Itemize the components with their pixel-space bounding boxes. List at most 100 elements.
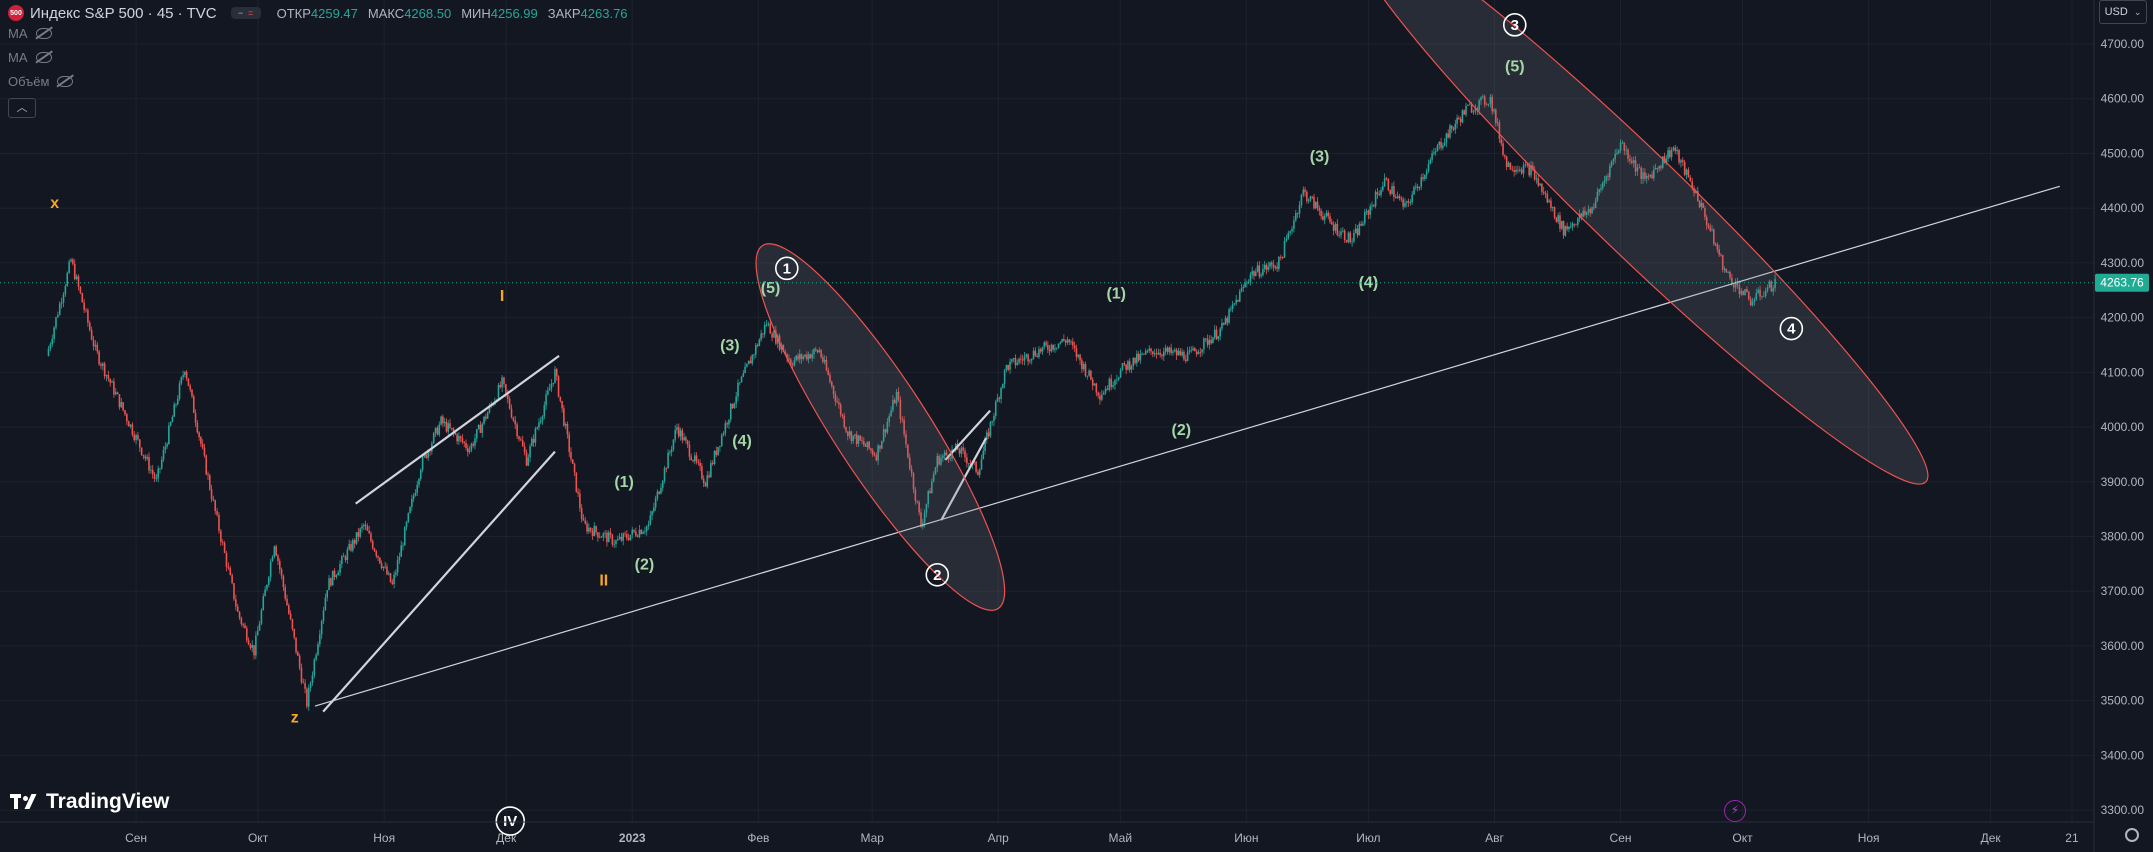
candle-body [425,454,428,458]
candle-body [1208,339,1211,345]
candle-body [1032,350,1035,359]
candle-body [811,354,814,359]
legend-toggle-button[interactable]: − = [230,7,261,19]
currency-button[interactable]: USD ⌄ [2099,0,2147,24]
candle-body [616,539,619,541]
candle-body [1291,228,1293,232]
candle-body [942,455,944,459]
candle-body [962,447,964,451]
candle-body [1524,164,1527,166]
candle-body [1274,266,1277,268]
tradingview-logo[interactable]: TradingView [10,790,169,814]
candle-body [624,533,626,535]
circled-wave-marker [925,562,950,587]
time-tick-label: Май [1109,831,1133,845]
candle-body [1532,165,1534,170]
candle-body [1651,174,1653,179]
candle-body [1621,142,1624,144]
candle-body [247,640,250,645]
indicator-label: MA [8,50,28,65]
indicator-ma-2[interactable]: MA [8,50,52,65]
candle-body [638,529,641,537]
candle-body [1099,395,1101,400]
price-tick-label: 4500.00 [2101,146,2145,160]
candle-body [1192,348,1194,351]
candle-body [692,459,694,462]
candle-body [788,358,790,360]
candle-body [1433,152,1435,154]
candle-body [1139,354,1142,361]
eye-hidden-icon[interactable] [57,76,74,87]
candle-body [403,527,406,546]
candle-body [912,473,915,490]
candle-body [1036,355,1038,357]
candle-body [1665,158,1668,164]
candle-body [681,430,684,441]
candle-body [1181,351,1183,356]
candle-body [192,396,195,413]
candle-body [135,435,137,440]
candle-body [1681,160,1684,162]
candle-body [184,371,186,376]
candle-body [832,385,835,395]
candle-body [1740,291,1743,295]
candle-body [615,540,617,544]
candle-body [702,478,705,484]
candle-body [910,468,913,474]
collapse-legend-button[interactable]: ︿ [8,98,36,118]
ellipse-annotations[interactable] [723,0,1960,634]
indicator-ma-1[interactable]: MA [8,26,52,41]
candle-body [747,360,750,365]
candle-body [1757,289,1759,294]
chevron-down-icon: ⌄ [2133,6,2142,17]
candle-body [1184,359,1187,362]
eye-hidden-icon[interactable] [35,28,52,39]
candle-body [1045,342,1047,346]
open-label: ОТКР [276,5,311,21]
time-tick-label: Ноя [373,831,395,845]
candle-body [640,529,643,534]
candle-body [769,323,772,334]
candle-body [225,552,228,567]
candle-body [1770,281,1773,292]
candle-body [1217,336,1220,339]
candle-body [396,560,399,573]
candle-body [1276,266,1278,269]
candle-body [923,512,926,523]
candle-body [1619,142,1622,151]
candle-body [1467,104,1469,106]
symbol-title[interactable]: Индекс S&P 500 · 45 · TVC [30,4,217,22]
candle-body [1095,383,1098,393]
candle-body [1580,213,1583,217]
candle-body [1463,110,1466,115]
candle-body [94,344,97,347]
lightning-event-icon[interactable]: ⚡ [1724,800,1746,822]
candle-body [1302,189,1305,195]
candle-body [536,427,538,429]
eye-hidden-icon[interactable] [35,52,52,63]
candle-body [989,422,992,437]
candle-body [715,450,718,455]
candle-body [1188,350,1191,352]
candle-body [879,445,881,449]
candle-body [1186,351,1189,362]
wave-label: (3) [720,337,740,354]
trendlines[interactable] [314,185,2060,713]
candle-body [738,382,741,384]
candle-body [295,637,297,653]
candle-body [1693,188,1695,194]
time-axis[interactable]: Сен Окт Ноя Дек 2023 Фев Мар Апр Май Июн Июл Авг Сен… [0,821,2094,845]
indicator-volume[interactable]: Объём [8,74,74,89]
candle-body [1349,232,1352,243]
candle-body [758,339,761,346]
candle-body [1270,262,1273,265]
candle-body [875,455,878,461]
candle-body [122,402,124,411]
candle-body [1347,232,1350,243]
candle-body [541,416,544,421]
gear-icon[interactable] [2125,828,2139,842]
candle-body [322,610,325,621]
candle-body [693,455,696,462]
